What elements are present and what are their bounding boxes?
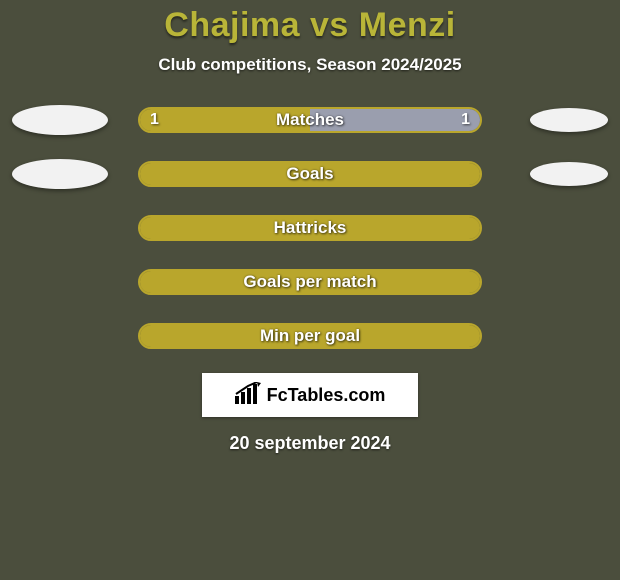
stat-bar-left-fill <box>140 271 310 293</box>
stat-bar: Goals per match <box>138 269 482 295</box>
stat-row: Hattricks <box>0 215 620 241</box>
comparison-infographic: Chajima vs Menzi Club competitions, Seas… <box>0 0 620 580</box>
page-title: Chajima vs Menzi <box>0 0 620 45</box>
stat-bar-right-fill <box>310 325 480 347</box>
stat-bar-right-fill <box>310 109 480 131</box>
logo-box: FcTables.com <box>202 373 418 417</box>
stat-bar-left-fill <box>140 325 310 347</box>
date-text: 20 september 2024 <box>0 433 620 454</box>
stat-row: Goals per match <box>0 269 620 295</box>
stat-bar-right-fill <box>310 163 480 185</box>
player1-name: Chajima <box>164 6 300 44</box>
avatar-left <box>12 105 108 135</box>
stat-row: Matches11 <box>0 107 620 133</box>
stat-bar: Hattricks <box>138 215 482 241</box>
stat-bar-left-fill <box>140 163 310 185</box>
stat-bar-right-fill <box>310 217 480 239</box>
logo-text: FcTables.com <box>267 385 386 406</box>
stat-rows: Matches11GoalsHattricksGoals per matchMi… <box>0 107 620 349</box>
avatar-left <box>12 159 108 189</box>
stat-row: Goals <box>0 161 620 187</box>
stat-value-right: 1 <box>461 111 470 129</box>
stat-bar-left-fill <box>140 109 310 131</box>
subtitle: Club competitions, Season 2024/2025 <box>0 55 620 75</box>
avatar-right <box>530 108 608 132</box>
stat-value-left: 1 <box>150 111 159 129</box>
stat-bar: Matches11 <box>138 107 482 133</box>
avatar-right <box>530 162 608 186</box>
stat-bar-right-fill <box>310 271 480 293</box>
stat-bar: Min per goal <box>138 323 482 349</box>
stat-bar-left-fill <box>140 217 310 239</box>
vs-separator: vs <box>310 6 349 44</box>
stat-bar: Goals <box>138 161 482 187</box>
stat-row: Min per goal <box>0 323 620 349</box>
bars-growth-icon <box>235 382 261 409</box>
player2-name: Menzi <box>359 6 456 44</box>
